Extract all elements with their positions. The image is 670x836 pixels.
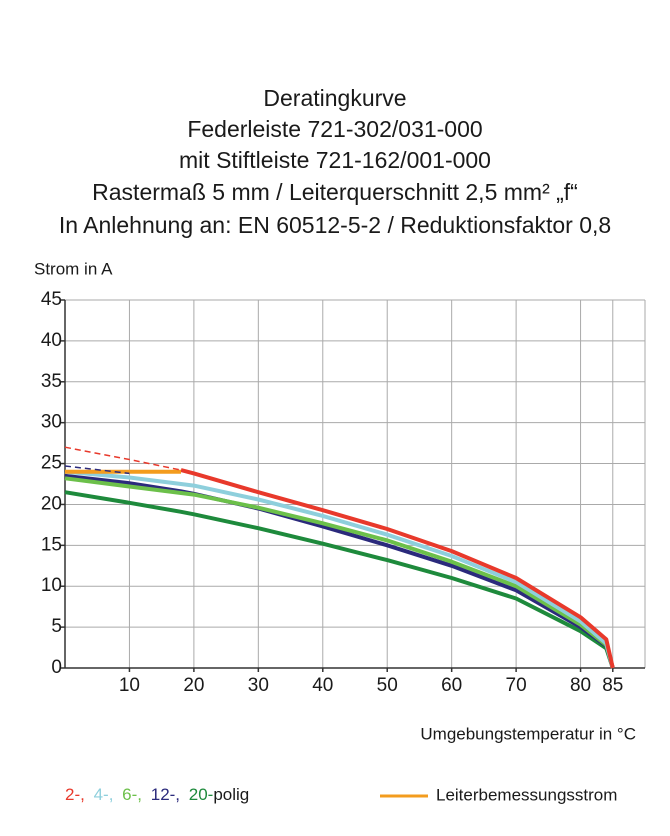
y-axis-label: Strom in A — [34, 259, 113, 278]
x-tick-label: 30 — [248, 675, 269, 696]
y-tick-label: 40 — [41, 330, 62, 351]
chart-title: mit Stiftleiste 721-162/001-000 — [179, 147, 491, 173]
chart-title: In Anlehnung an: EN 60512-5-2 / Reduktio… — [59, 212, 611, 238]
series-line — [64, 490, 615, 669]
series-line — [64, 469, 615, 669]
y-tick-label: 15 — [41, 534, 62, 555]
legend: 2-, 4-, 6-, 12-, 20-polig — [65, 785, 249, 804]
legend-entry: 4-, — [94, 785, 114, 804]
x-tick-label: 10 — [119, 675, 140, 696]
x-tick-label: 80 — [570, 675, 591, 696]
chart-title: Federleiste 721-302/031-000 — [187, 116, 482, 142]
legend-entry: 20- — [189, 785, 214, 804]
y-tick-label: 25 — [41, 453, 62, 474]
x-tick-label: 70 — [506, 675, 527, 696]
x-tick-label: 20 — [183, 675, 204, 696]
legend-entry: Leiterbemessungsstrom — [436, 785, 617, 804]
x-tick-label: 50 — [377, 675, 398, 696]
legend-entry: 12-, — [151, 785, 180, 804]
y-tick-label: 35 — [41, 371, 62, 392]
y-tick-label: 45 — [41, 289, 62, 310]
dashed-line — [64, 446, 182, 471]
y-tick-label: 10 — [41, 575, 62, 596]
legend-entry: 6-, — [122, 785, 142, 804]
y-tick-label: 5 — [51, 616, 62, 637]
x-tick-label: 85 — [602, 675, 623, 696]
y-tick-label: 30 — [41, 412, 62, 433]
chart-title: Rastermaß 5 mm / Leiterquerschnitt 2,5 m… — [92, 179, 578, 205]
chart-title: Deratingkurve — [263, 85, 406, 111]
series-line — [64, 476, 615, 669]
x-tick-label: 40 — [312, 675, 333, 696]
x-axis-label: Umgebungstemperatur in °C — [420, 724, 636, 743]
legend-suffix: polig — [213, 785, 249, 804]
series-line — [180, 468, 615, 669]
legend-entry: 2-, — [65, 785, 85, 804]
x-tick-label: 60 — [441, 675, 462, 696]
y-tick-label: 20 — [41, 493, 62, 514]
dashed-line — [64, 465, 130, 475]
y-tick-label: 0 — [51, 657, 62, 678]
